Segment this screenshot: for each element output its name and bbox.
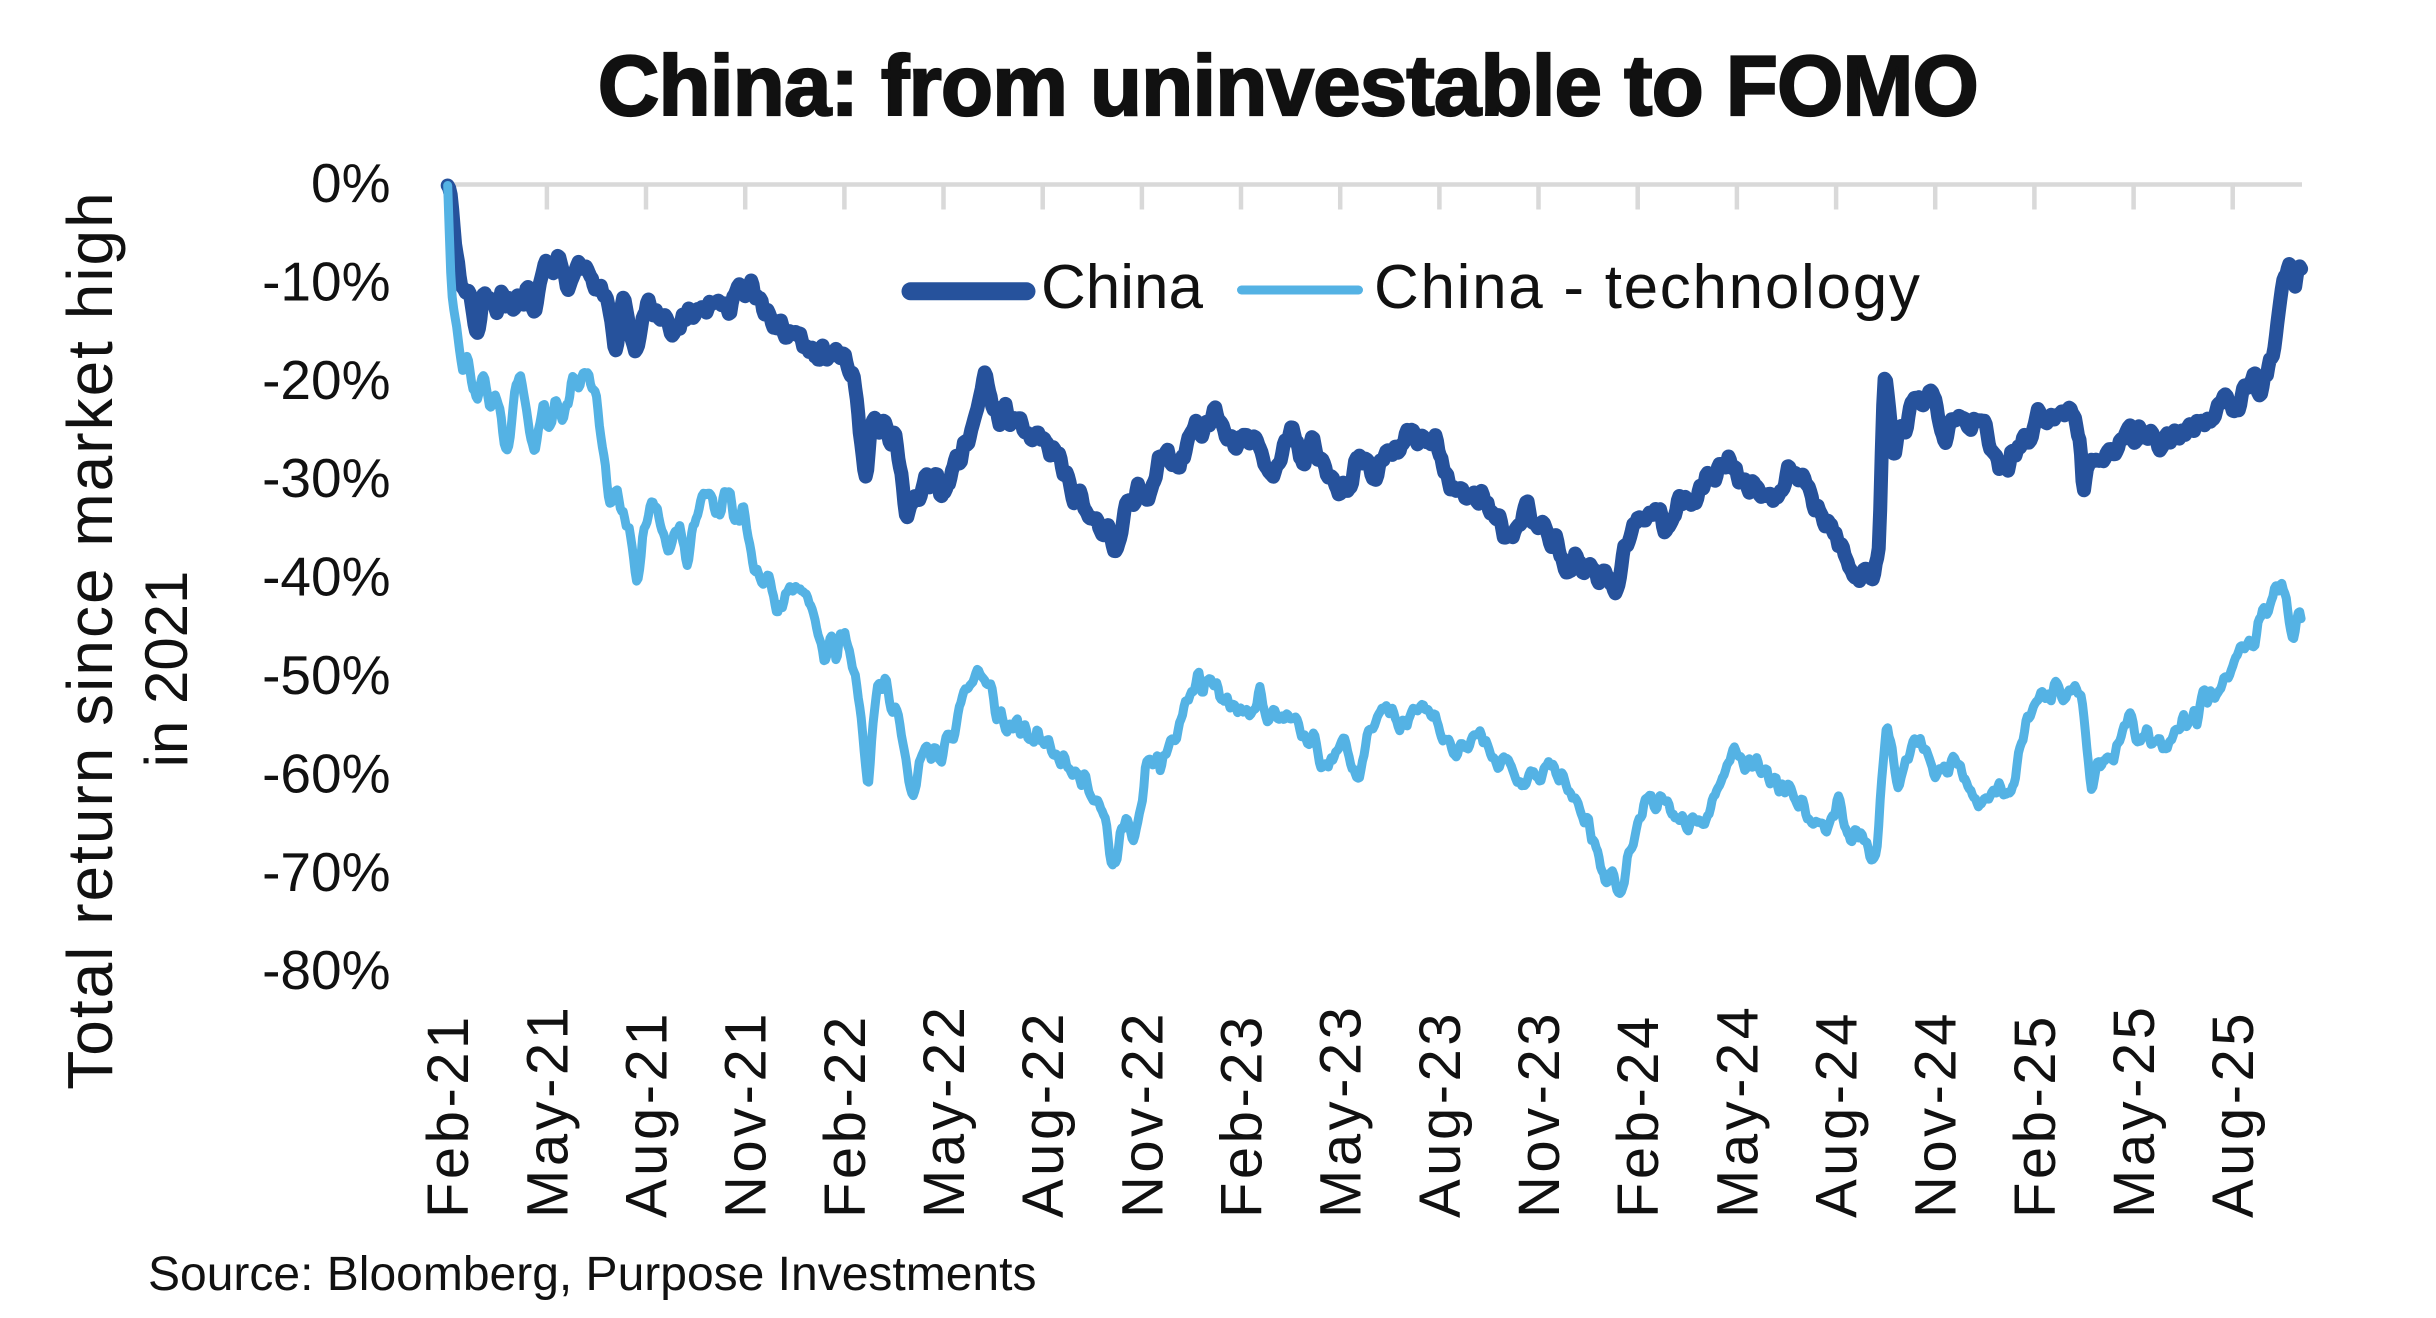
svg-text:Aug-22: Aug-22 xyxy=(1011,1010,1076,1218)
svg-text:-40%: -40% xyxy=(262,546,390,608)
svg-text:May-24: May-24 xyxy=(1705,1004,1770,1218)
svg-text:Feb-22: Feb-22 xyxy=(813,1013,878,1218)
svg-text:-70%: -70% xyxy=(262,841,390,903)
svg-text:China: China xyxy=(1041,253,1204,322)
svg-text:Aug-24: Aug-24 xyxy=(1805,1010,1870,1218)
svg-text:Feb-24: Feb-24 xyxy=(1606,1013,1671,1218)
svg-text:0%: 0% xyxy=(311,152,391,214)
svg-text:China - technology: China - technology xyxy=(1374,253,1922,322)
svg-text:May-21: May-21 xyxy=(515,1004,580,1218)
svg-text:Total return since market high: Total return since market high xyxy=(54,190,126,1090)
svg-text:-80%: -80% xyxy=(262,939,390,1001)
svg-text:Aug-25: Aug-25 xyxy=(2201,1010,2266,1218)
svg-text:May-25: May-25 xyxy=(2102,1004,2167,1218)
svg-text:May-23: May-23 xyxy=(1309,1004,1374,1218)
svg-text:Feb-21: Feb-21 xyxy=(416,1013,481,1218)
svg-text:-30%: -30% xyxy=(262,447,390,509)
svg-text:-60%: -60% xyxy=(262,742,390,804)
svg-text:Nov-24: Nov-24 xyxy=(1904,1010,1969,1218)
svg-text:Nov-21: Nov-21 xyxy=(714,1010,779,1218)
svg-text:Feb-25: Feb-25 xyxy=(2003,1013,2068,1218)
svg-text:China: from uninvestable to FO: China: from uninvestable to FOMO xyxy=(598,39,1978,134)
svg-text:Nov-23: Nov-23 xyxy=(1507,1010,1572,1218)
svg-text:Nov-22: Nov-22 xyxy=(1110,1010,1175,1218)
svg-text:Aug-21: Aug-21 xyxy=(615,1010,680,1218)
svg-text:-10%: -10% xyxy=(262,250,390,312)
svg-text:Feb-23: Feb-23 xyxy=(1210,1013,1275,1218)
svg-text:Aug-23: Aug-23 xyxy=(1408,1010,1473,1218)
svg-text:Source: Bloomberg, Purpose Inv: Source: Bloomberg, Purpose Investments xyxy=(148,1248,1036,1301)
svg-text:-50%: -50% xyxy=(262,644,390,706)
svg-text:in 2021: in 2021 xyxy=(133,571,200,768)
svg-text:May-22: May-22 xyxy=(912,1004,977,1218)
svg-text:-20%: -20% xyxy=(262,349,390,411)
